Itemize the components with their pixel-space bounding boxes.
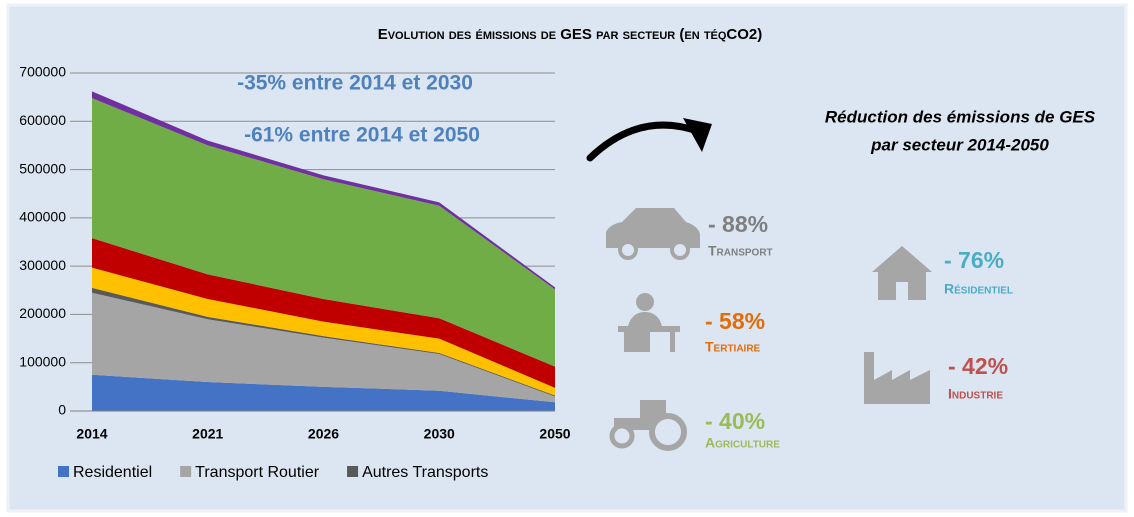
y-tick-label: 500000: [19, 160, 66, 176]
legend-swatch: [58, 466, 69, 477]
x-tick-label: 2014: [76, 426, 107, 442]
sector-value: - 40%: [705, 408, 765, 434]
sector-name: Tertiaire: [705, 339, 761, 355]
annotation: -35% entre 2014 et 2030: [237, 72, 473, 95]
y-tick-label: 0: [58, 402, 66, 418]
subtitle: par secteur 2014-2050: [870, 135, 1049, 154]
legend-swatch: [180, 466, 192, 477]
x-tick-label: 2050: [539, 426, 570, 442]
y-tick-label: 700000: [19, 64, 66, 80]
area: [92, 91, 555, 290]
area: [92, 292, 555, 403]
y-tick-label: 100000: [19, 353, 66, 369]
arrow-head: [683, 118, 712, 152]
sector-value: - 42%: [948, 353, 1008, 379]
sector-name: Résidentiel: [944, 281, 1013, 297]
legend-label: Transport Routier: [195, 464, 320, 481]
annotation: -61% entre 2014 et 2050: [244, 124, 480, 147]
y-tick-label: 600000: [19, 112, 66, 128]
x-tick-label: 2021: [192, 426, 223, 442]
area: [92, 238, 555, 388]
sector-value: - 58%: [705, 308, 765, 334]
sector-name: Industrie: [948, 386, 1003, 402]
sectors: - 88% Transport - 76% Résidentiel - 58% Terti…: [705, 211, 1013, 451]
subtitle: Réduction des émissions de GES: [825, 107, 1096, 126]
legend-swatch: [347, 466, 359, 477]
area: [92, 267, 555, 396]
y-tick-label: 200000: [19, 305, 66, 321]
y-tick-label: 300000: [19, 257, 66, 273]
desk-icon: [618, 293, 680, 352]
sector-value: - 76%: [944, 247, 1004, 273]
legend: Residentiel Transport Routier Autres Trans…: [58, 464, 488, 481]
arrow: [586, 121, 704, 162]
x-tick-label: 2026: [308, 426, 339, 442]
car-icon: [606, 208, 700, 260]
sector-name: Transport: [708, 243, 773, 259]
factory-icon: [864, 352, 930, 404]
sector-name: Agriculture: [705, 435, 780, 451]
tractor-icon: [609, 400, 687, 451]
plot-area: 0 100000 200000 300000 400000 500000 600000 700…: [19, 64, 570, 442]
area: [92, 374, 555, 411]
legend-label: Autres Transports: [362, 464, 488, 481]
legend-label: Residentiel: [73, 464, 152, 481]
sector-value: - 88%: [708, 211, 768, 237]
x-tick-label: 2030: [424, 426, 455, 442]
house-icon: [872, 246, 932, 300]
y-tick-label: 400000: [19, 209, 66, 225]
area: [92, 98, 555, 367]
chart-title: Evolution des émissions de GES par secte…: [378, 26, 763, 43]
